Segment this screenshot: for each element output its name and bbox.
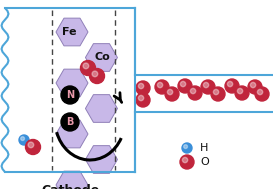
Circle shape — [83, 63, 89, 69]
Circle shape — [182, 157, 188, 163]
Polygon shape — [85, 44, 117, 71]
Circle shape — [190, 88, 196, 94]
Circle shape — [138, 83, 144, 89]
Polygon shape — [85, 95, 117, 122]
Circle shape — [248, 80, 262, 94]
Circle shape — [92, 71, 98, 77]
Circle shape — [25, 139, 40, 154]
Polygon shape — [56, 69, 88, 97]
Polygon shape — [85, 146, 117, 173]
Circle shape — [257, 89, 263, 95]
Circle shape — [250, 82, 256, 88]
Circle shape — [165, 87, 179, 101]
Circle shape — [167, 89, 173, 95]
Circle shape — [182, 143, 192, 153]
Circle shape — [21, 137, 25, 140]
Text: O: O — [200, 157, 209, 167]
Circle shape — [255, 87, 269, 101]
Circle shape — [213, 89, 219, 95]
Text: Fe: Fe — [62, 27, 76, 37]
Circle shape — [203, 82, 209, 88]
Circle shape — [90, 68, 105, 84]
Text: B: B — [66, 117, 74, 127]
Circle shape — [188, 86, 202, 100]
Circle shape — [211, 87, 225, 101]
Circle shape — [235, 86, 249, 100]
Text: Co: Co — [94, 53, 110, 63]
Text: H: H — [200, 143, 208, 153]
Circle shape — [201, 80, 215, 94]
Circle shape — [81, 60, 96, 75]
Circle shape — [136, 93, 150, 107]
Circle shape — [225, 79, 239, 93]
Circle shape — [238, 88, 243, 94]
Circle shape — [155, 80, 169, 94]
Circle shape — [184, 145, 188, 149]
Text: Cathode: Cathode — [41, 184, 99, 189]
Circle shape — [28, 142, 34, 148]
Circle shape — [178, 79, 192, 93]
Circle shape — [61, 113, 79, 131]
Circle shape — [138, 95, 144, 101]
Polygon shape — [56, 18, 88, 46]
Circle shape — [180, 155, 194, 169]
Circle shape — [180, 81, 186, 87]
Polygon shape — [56, 120, 88, 148]
Circle shape — [227, 81, 233, 87]
Polygon shape — [56, 171, 88, 189]
Circle shape — [61, 86, 79, 104]
Circle shape — [19, 135, 29, 145]
Text: N: N — [66, 90, 74, 100]
Circle shape — [157, 82, 163, 88]
Circle shape — [136, 81, 150, 95]
